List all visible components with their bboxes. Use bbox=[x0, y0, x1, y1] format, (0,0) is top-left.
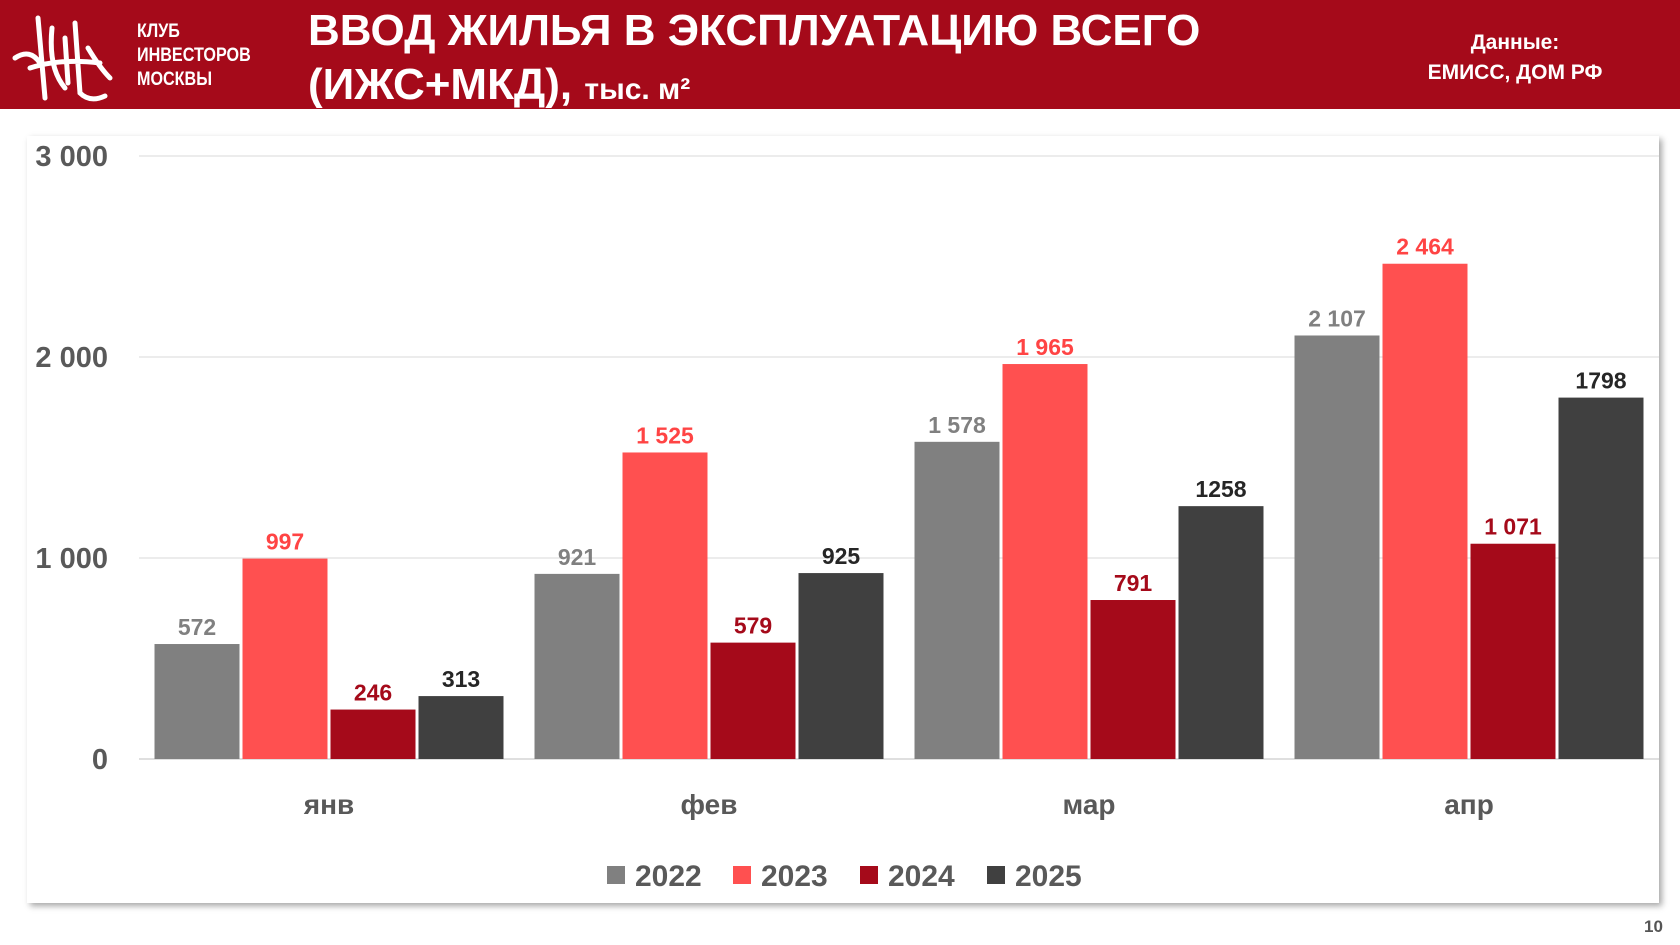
bar-2022 bbox=[154, 644, 240, 759]
club-line: МОСКВЫ bbox=[137, 69, 213, 90]
club-name: КЛУБ ИНВЕСТОРОВ МОСКВЫ bbox=[137, 20, 251, 92]
legend-label: 2024 bbox=[888, 860, 955, 893]
bar-2023 bbox=[622, 452, 708, 759]
x-tick-label: апр bbox=[1444, 789, 1494, 820]
data-label: 791 bbox=[1114, 570, 1153, 596]
title-unit: тыс. м² bbox=[584, 73, 691, 106]
legend-label: 2023 bbox=[761, 860, 828, 893]
data-label: 1258 bbox=[1195, 476, 1246, 502]
data-label: 572 bbox=[178, 614, 216, 640]
bar-2025 bbox=[1558, 397, 1644, 759]
y-tick-label: 3 000 bbox=[35, 141, 108, 173]
page-title: ВВОД ЖИЛЬЯ В ЭКСПЛУАТАЦИЮ ВСЕГО (ИЖС+МКД… bbox=[308, 4, 1200, 117]
club-line: КЛУБ bbox=[137, 21, 180, 42]
bar-2023 bbox=[1002, 364, 1088, 759]
bar-2024 bbox=[710, 642, 796, 759]
x-tick-label: фев bbox=[681, 789, 738, 820]
page-number: 10 bbox=[1644, 917, 1663, 936]
data-label: 1 525 bbox=[636, 422, 694, 448]
header: КЛУБ ИНВЕСТОРОВ МОСКВЫ ВВОД ЖИЛЬЯ В ЭКСП… bbox=[0, 0, 1680, 109]
source-label: Данные: bbox=[1470, 31, 1560, 54]
data-label: 921 bbox=[558, 544, 597, 570]
title-line: ВВОД ЖИЛЬЯ В ЭКСПЛУАТАЦИЮ ВСЕГО bbox=[308, 6, 1201, 55]
y-tick-label: 0 bbox=[92, 744, 108, 776]
bar-2022 bbox=[534, 573, 620, 759]
data-label: 579 bbox=[734, 613, 772, 639]
data-label: 2 464 bbox=[1396, 234, 1454, 260]
bar-2023 bbox=[242, 558, 328, 759]
y-tick-label: 1 000 bbox=[35, 543, 108, 575]
bar-2024 bbox=[1470, 543, 1556, 759]
legend-swatch-2025 bbox=[987, 866, 1005, 884]
bar-2022 bbox=[914, 441, 1000, 759]
source-value: ЕМИСС, ДОМ РФ bbox=[1427, 61, 1603, 84]
title-line: (ИЖС+МКД), bbox=[308, 60, 573, 109]
legend-swatch-2024 bbox=[860, 866, 878, 884]
data-label: 2 107 bbox=[1308, 305, 1366, 331]
bar-2023 bbox=[1382, 263, 1468, 759]
legend-swatch-2023 bbox=[733, 866, 751, 884]
data-label: 246 bbox=[354, 680, 392, 706]
x-tick-label: мар bbox=[1062, 789, 1115, 820]
data-label: 313 bbox=[442, 666, 480, 692]
legend-label: 2025 bbox=[1015, 860, 1082, 893]
club-line: ИНВЕСТОРОВ bbox=[137, 45, 251, 66]
data-label: 925 bbox=[822, 543, 861, 569]
data-label: 1 965 bbox=[1016, 334, 1074, 360]
bar-2022 bbox=[1294, 335, 1380, 759]
data-label: 1 578 bbox=[928, 412, 986, 438]
bar-2025 bbox=[418, 696, 504, 759]
bar-2025 bbox=[1178, 506, 1264, 759]
data-label: 997 bbox=[266, 529, 304, 555]
bar-2025 bbox=[798, 573, 884, 759]
x-tick-label: янв bbox=[303, 789, 354, 820]
bar-2024 bbox=[330, 709, 416, 759]
bar-2024 bbox=[1090, 600, 1176, 759]
y-tick-label: 2 000 bbox=[35, 342, 108, 374]
data-source: Данные: ЕМИСС, ДОМ РФ bbox=[1380, 28, 1650, 88]
data-label: 1 071 bbox=[1484, 514, 1542, 540]
data-label: 1798 bbox=[1575, 368, 1626, 394]
legend-swatch-2022 bbox=[607, 866, 625, 884]
legend-label: 2022 bbox=[635, 860, 702, 893]
club-logo-icon bbox=[12, 15, 113, 102]
